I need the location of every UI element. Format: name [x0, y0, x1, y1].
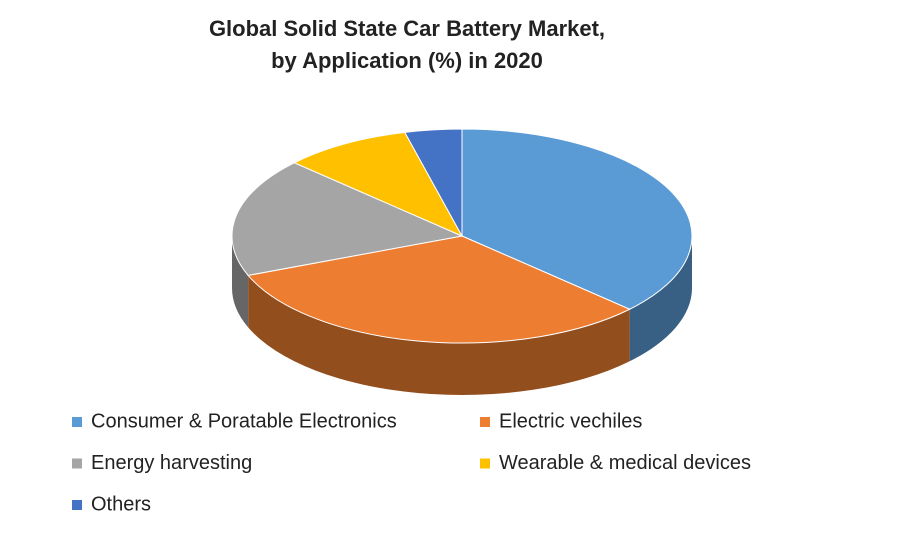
legend-label: Energy harvesting — [91, 452, 252, 474]
legend-marker — [72, 417, 82, 427]
legend-label: Wearable & medical devices — [499, 452, 751, 474]
legend-label: Consumer & Poratable Electronics — [91, 410, 397, 432]
chart-title: by Application (%) in 2020 — [271, 48, 543, 73]
slice-side — [248, 275, 630, 395]
legend: Consumer & Poratable Electronics Electric… — [72, 410, 751, 515]
legend-marker — [480, 417, 490, 427]
legend-label: Electric vechiles — [499, 410, 642, 432]
slice-side — [629, 236, 692, 362]
chart-title: Global Solid State Car Battery Market, — [209, 16, 605, 41]
slice — [293, 131, 464, 238]
pie-sides — [232, 236, 692, 395]
legend-marker — [480, 458, 490, 469]
slice — [404, 128, 463, 237]
legend-marker — [72, 458, 82, 469]
slice-side — [232, 236, 249, 328]
slice — [231, 162, 464, 276]
slice — [247, 235, 631, 344]
slice — [461, 128, 693, 310]
legend-marker — [72, 500, 82, 510]
pie-tops — [231, 128, 693, 344]
legend-label: Others — [91, 493, 151, 515]
